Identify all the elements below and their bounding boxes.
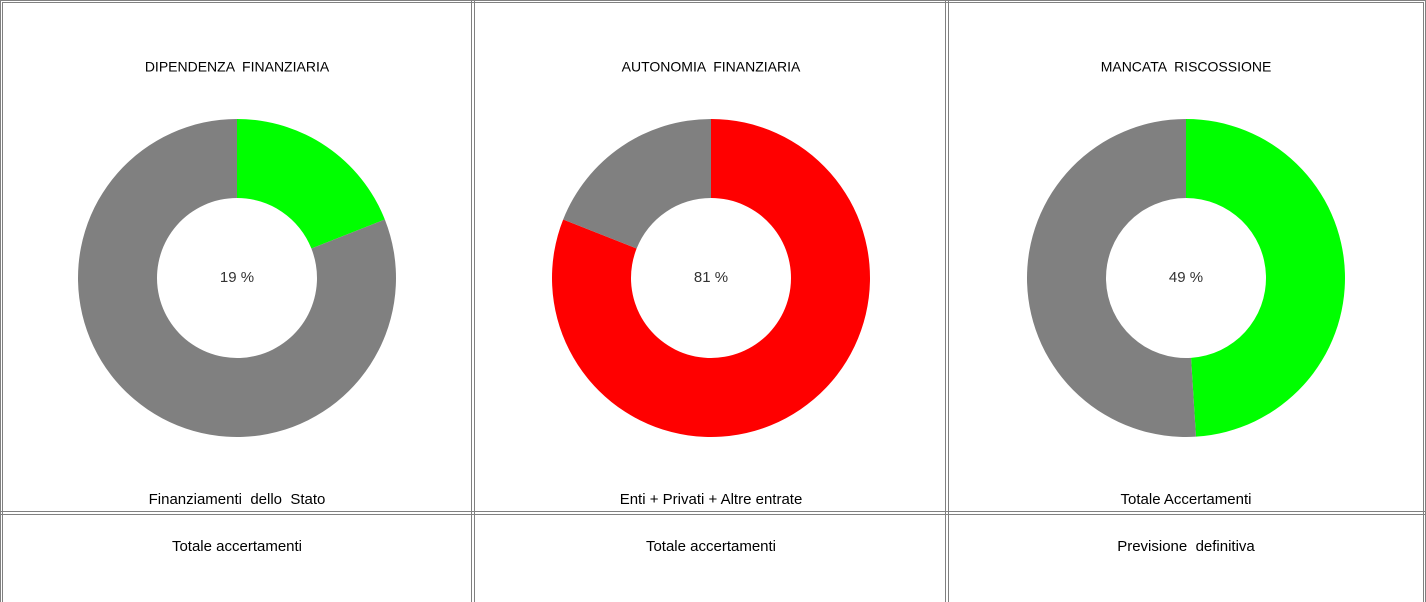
cell-text: Previsione definitiva [1117, 538, 1255, 555]
center-label: 19 % [220, 269, 254, 286]
cell-text: Totale accertamenti [646, 538, 776, 555]
cell-text: Finanziamenti dello Stato [149, 491, 326, 508]
center-label: 49 % [1169, 269, 1203, 286]
donut-segment [563, 119, 711, 249]
cell-text: Totale Accertamenti [1121, 491, 1252, 508]
donut-segment [237, 119, 385, 249]
donut-segment [1186, 119, 1345, 437]
cell-text: Enti + Privati + Altre entrate [620, 491, 803, 508]
center-label: 81 % [694, 269, 728, 286]
chart-title: MANCATA RISCOSSIONE [1101, 59, 1272, 75]
chart-title: DIPENDENZA FINANZIARIA [145, 59, 330, 75]
chart-title: AUTONOMIA FINANZIARIA [622, 59, 801, 75]
donut-segment [77, 119, 397, 437]
donut-segment [1026, 119, 1196, 438]
cell-text: Totale accertamenti [172, 538, 302, 555]
donut-segment [551, 119, 870, 437]
